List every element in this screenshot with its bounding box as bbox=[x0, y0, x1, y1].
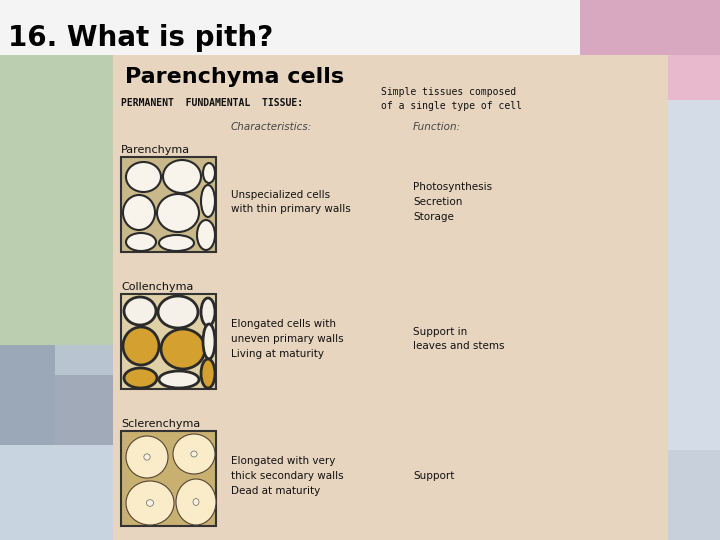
Ellipse shape bbox=[133, 443, 161, 471]
Bar bbox=[121, 431, 216, 526]
Ellipse shape bbox=[163, 160, 201, 193]
Bar bbox=[620, 330, 668, 450]
Ellipse shape bbox=[176, 437, 212, 471]
Ellipse shape bbox=[201, 185, 215, 217]
Bar bbox=[620, 100, 668, 330]
Bar bbox=[668, 450, 720, 540]
Text: Support: Support bbox=[413, 471, 454, 481]
Bar bbox=[668, 100, 720, 450]
Ellipse shape bbox=[124, 368, 157, 388]
Ellipse shape bbox=[187, 447, 201, 461]
Text: Parenchyma: Parenchyma bbox=[121, 145, 190, 155]
Ellipse shape bbox=[130, 485, 170, 521]
Ellipse shape bbox=[146, 500, 153, 507]
Ellipse shape bbox=[183, 487, 210, 517]
Ellipse shape bbox=[142, 496, 158, 510]
Bar bbox=[0, 0, 720, 55]
Bar bbox=[121, 294, 216, 389]
Ellipse shape bbox=[134, 488, 166, 518]
Ellipse shape bbox=[193, 498, 199, 506]
Ellipse shape bbox=[186, 490, 206, 514]
Text: PERMANENT  FUNDAMENTAL  TISSUE:: PERMANENT FUNDAMENTAL TISSUE: bbox=[121, 98, 303, 108]
Ellipse shape bbox=[173, 434, 215, 474]
Ellipse shape bbox=[179, 483, 212, 521]
Ellipse shape bbox=[137, 447, 158, 468]
Ellipse shape bbox=[158, 296, 198, 328]
Ellipse shape bbox=[176, 479, 216, 525]
Ellipse shape bbox=[184, 444, 204, 464]
Ellipse shape bbox=[197, 220, 215, 250]
Text: Elongated with very
thick secondary walls
Dead at maturity: Elongated with very thick secondary wall… bbox=[231, 456, 343, 496]
Text: Collenchyma: Collenchyma bbox=[121, 282, 194, 292]
Bar bbox=[668, 0, 720, 100]
Ellipse shape bbox=[123, 327, 159, 365]
Ellipse shape bbox=[189, 494, 202, 510]
Bar bbox=[0, 55, 113, 345]
Ellipse shape bbox=[203, 324, 215, 359]
Ellipse shape bbox=[193, 498, 199, 505]
Text: Elongated cells with
uneven primary walls
Living at maturity: Elongated cells with uneven primary wall… bbox=[231, 319, 343, 359]
Text: Characteristics:: Characteristics: bbox=[231, 122, 312, 132]
Text: Sclerenchyma: Sclerenchyma bbox=[121, 419, 200, 429]
Text: Function:: Function: bbox=[413, 122, 461, 132]
Ellipse shape bbox=[161, 329, 205, 369]
Ellipse shape bbox=[146, 500, 154, 507]
Ellipse shape bbox=[201, 359, 215, 388]
Bar bbox=[0, 445, 113, 540]
Text: Parenchyma cells: Parenchyma cells bbox=[125, 67, 344, 87]
Ellipse shape bbox=[140, 450, 154, 464]
Bar bbox=[55, 375, 113, 445]
Ellipse shape bbox=[159, 235, 194, 251]
Ellipse shape bbox=[126, 436, 168, 478]
Ellipse shape bbox=[126, 162, 161, 192]
Bar bbox=[580, 0, 720, 55]
Ellipse shape bbox=[143, 454, 150, 461]
Bar bbox=[55, 345, 113, 445]
Ellipse shape bbox=[126, 481, 174, 525]
Text: Photosynthesis
Secretion
Storage: Photosynthesis Secretion Storage bbox=[413, 182, 492, 222]
Text: Unspecialized cells
with thin primary walls: Unspecialized cells with thin primary wa… bbox=[231, 190, 351, 214]
Ellipse shape bbox=[191, 451, 197, 457]
Bar bbox=[0, 345, 55, 445]
Text: Support in
leaves and stems: Support in leaves and stems bbox=[413, 327, 505, 352]
Ellipse shape bbox=[126, 233, 156, 251]
Bar bbox=[620, 0, 668, 100]
Text: 16. What is pith?: 16. What is pith? bbox=[8, 24, 274, 52]
Ellipse shape bbox=[144, 454, 150, 460]
Ellipse shape bbox=[157, 194, 199, 232]
Bar bbox=[0, 55, 113, 540]
Ellipse shape bbox=[191, 451, 197, 457]
Ellipse shape bbox=[138, 492, 162, 514]
Text: Simple tissues composed
of a single type of cell: Simple tissues composed of a single type… bbox=[381, 87, 522, 111]
Ellipse shape bbox=[201, 298, 215, 326]
Bar bbox=[113, 55, 668, 540]
Ellipse shape bbox=[130, 440, 164, 475]
Ellipse shape bbox=[124, 297, 156, 325]
Bar bbox=[121, 157, 216, 252]
Ellipse shape bbox=[159, 371, 199, 388]
Ellipse shape bbox=[203, 163, 215, 183]
Ellipse shape bbox=[123, 195, 155, 230]
Ellipse shape bbox=[180, 441, 208, 467]
